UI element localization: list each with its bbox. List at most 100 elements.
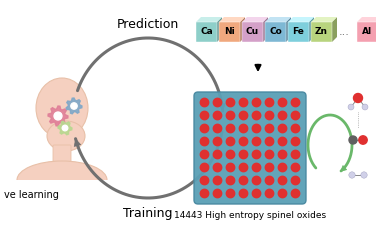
Circle shape [291,124,300,133]
Circle shape [252,189,261,198]
Circle shape [252,163,261,172]
Text: ...: ... [339,27,350,37]
Text: Co: Co [269,28,282,37]
Circle shape [200,189,209,198]
Circle shape [291,137,300,146]
Circle shape [265,98,274,107]
Text: Fe: Fe [293,28,305,37]
FancyBboxPatch shape [53,145,71,165]
Circle shape [265,137,274,146]
Circle shape [291,189,300,198]
Circle shape [291,150,300,159]
Circle shape [278,98,287,107]
Circle shape [265,124,274,133]
Circle shape [278,111,287,120]
Polygon shape [196,17,222,22]
Circle shape [200,124,209,133]
Ellipse shape [36,78,88,138]
FancyBboxPatch shape [196,22,217,42]
Text: Ca: Ca [200,28,213,37]
FancyBboxPatch shape [242,22,263,42]
Circle shape [291,176,300,185]
Circle shape [200,111,209,120]
Text: 14443 High entropy spinel oxides: 14443 High entropy spinel oxides [174,211,326,220]
Circle shape [361,172,367,178]
Circle shape [200,137,209,146]
Circle shape [226,111,235,120]
Circle shape [359,136,367,144]
Polygon shape [265,17,291,22]
Circle shape [278,124,287,133]
Circle shape [348,104,354,110]
Circle shape [239,98,248,107]
Circle shape [252,111,261,120]
Circle shape [265,150,274,159]
Circle shape [265,189,274,198]
Circle shape [239,163,248,172]
Circle shape [278,137,287,146]
Circle shape [62,125,68,131]
FancyBboxPatch shape [357,22,376,42]
Circle shape [200,163,209,172]
FancyBboxPatch shape [288,22,309,42]
Polygon shape [58,121,72,135]
Polygon shape [286,17,291,42]
FancyBboxPatch shape [265,22,286,42]
Text: ve learning: ve learning [4,190,59,200]
Circle shape [213,111,222,120]
Circle shape [239,111,248,120]
Polygon shape [66,98,82,114]
Circle shape [213,137,222,146]
Circle shape [200,176,209,185]
Circle shape [265,111,274,120]
Circle shape [278,163,287,172]
Circle shape [239,176,248,185]
Polygon shape [311,17,337,22]
Circle shape [226,176,235,185]
Text: Prediction: Prediction [117,18,179,31]
Circle shape [226,150,235,159]
Circle shape [200,150,209,159]
Circle shape [349,136,357,144]
Circle shape [213,150,222,159]
Circle shape [278,189,287,198]
Text: Zn: Zn [315,28,328,37]
Text: Training: Training [123,207,173,220]
Circle shape [226,124,235,133]
Circle shape [291,98,300,107]
Circle shape [278,176,287,185]
FancyBboxPatch shape [12,180,112,220]
FancyBboxPatch shape [194,92,306,204]
Polygon shape [309,17,314,42]
Ellipse shape [47,121,85,151]
Circle shape [213,176,222,185]
Polygon shape [242,17,268,22]
Polygon shape [288,17,314,22]
Text: Al: Al [362,28,373,37]
Circle shape [213,124,222,133]
Circle shape [362,104,368,110]
Polygon shape [240,17,245,42]
Text: Ni: Ni [224,28,235,37]
Circle shape [226,98,235,107]
FancyBboxPatch shape [219,22,240,42]
Circle shape [213,189,222,198]
Circle shape [213,163,222,172]
Polygon shape [48,106,68,126]
Circle shape [265,163,274,172]
Polygon shape [357,17,376,22]
Circle shape [252,137,261,146]
Circle shape [265,176,274,185]
Circle shape [252,150,261,159]
Circle shape [200,98,209,107]
Circle shape [226,163,235,172]
Circle shape [252,124,261,133]
Polygon shape [263,17,268,42]
Circle shape [226,137,235,146]
Circle shape [349,172,355,178]
Ellipse shape [17,161,107,199]
FancyBboxPatch shape [311,22,332,42]
Text: Cu: Cu [246,28,259,37]
Circle shape [239,150,248,159]
Circle shape [71,103,77,109]
